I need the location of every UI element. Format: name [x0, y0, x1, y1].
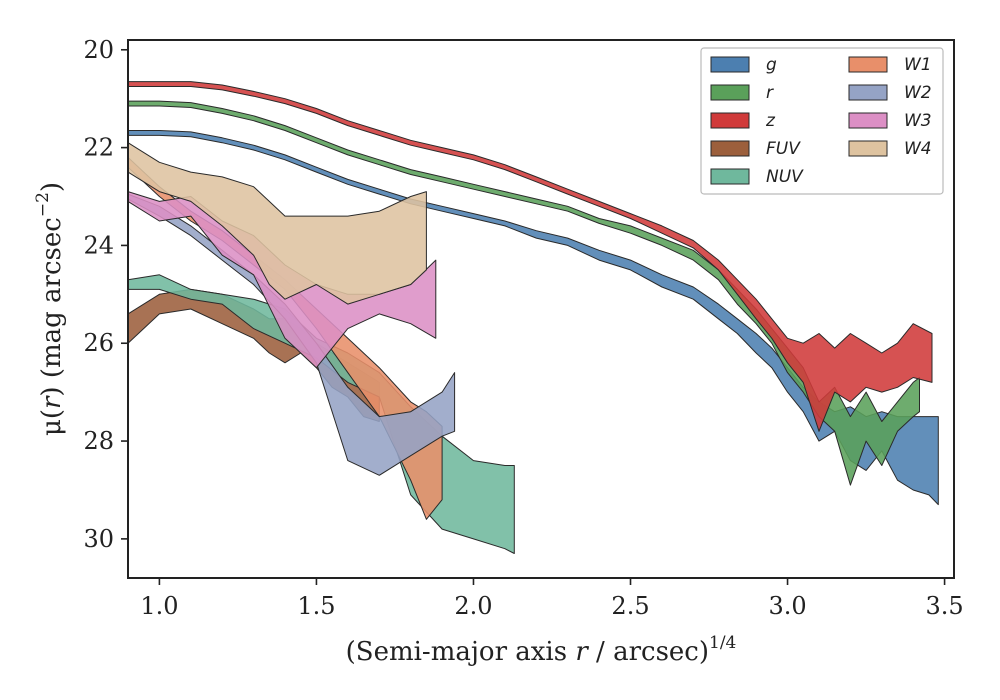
band-z — [127, 81, 933, 432]
plot-frame — [127, 39, 955, 579]
legend: grz FUV NUV W1 W2 W3 W4 — [700, 47, 944, 195]
chart-bands — [127, 81, 939, 554]
legend-label: r — [766, 83, 774, 103]
x-tick-label: 1.0 — [140, 592, 178, 620]
legend-swatch — [848, 84, 888, 101]
legend-label: W4 — [904, 139, 932, 159]
y-tick-label: 20 — [83, 36, 114, 64]
x-tick-label: 3.0 — [768, 592, 806, 620]
legend-swatch — [710, 168, 750, 185]
y-axis-label: μ(r) (mag arcsec−2) — [33, 182, 67, 436]
legend-swatch — [848, 140, 888, 157]
legend-label: W2 — [904, 83, 932, 103]
legend-label: W3 — [904, 111, 932, 131]
band-g — [127, 130, 939, 506]
band-r — [127, 100, 920, 486]
legend-label: g — [766, 55, 777, 75]
x-axis: 1.0 1.5 2.0 2.5 3.0 3.5 — [140, 578, 964, 620]
legend-swatch — [848, 112, 888, 129]
legend-swatch — [710, 84, 750, 101]
y-axis: 20 22 24 26 28 30 — [83, 36, 128, 553]
y-tick-label: 22 — [83, 134, 114, 162]
y-tick-label: 24 — [83, 231, 114, 259]
x-tick-label: 3.5 — [925, 592, 963, 620]
x-tick-label: 2.0 — [454, 592, 492, 620]
legend-label: FUV — [766, 139, 801, 159]
legend-label: NUV — [766, 167, 804, 187]
y-tick-label: 28 — [83, 427, 114, 455]
legend-label: z — [765, 111, 776, 131]
legend-swatch — [710, 56, 750, 73]
x-axis-label: (Semi-major axis r / arcsec)1/4 — [346, 633, 737, 667]
y-tick-label: 26 — [83, 329, 114, 357]
legend-swatch — [848, 56, 888, 73]
band-w4 — [127, 142, 427, 305]
legend-swatch — [710, 112, 750, 129]
legend-label: W1 — [904, 55, 932, 75]
x-tick-label: 1.5 — [297, 592, 335, 620]
y-tick-label: 30 — [83, 525, 114, 553]
x-tick-label: 2.5 — [611, 592, 649, 620]
legend-swatch — [710, 140, 750, 157]
